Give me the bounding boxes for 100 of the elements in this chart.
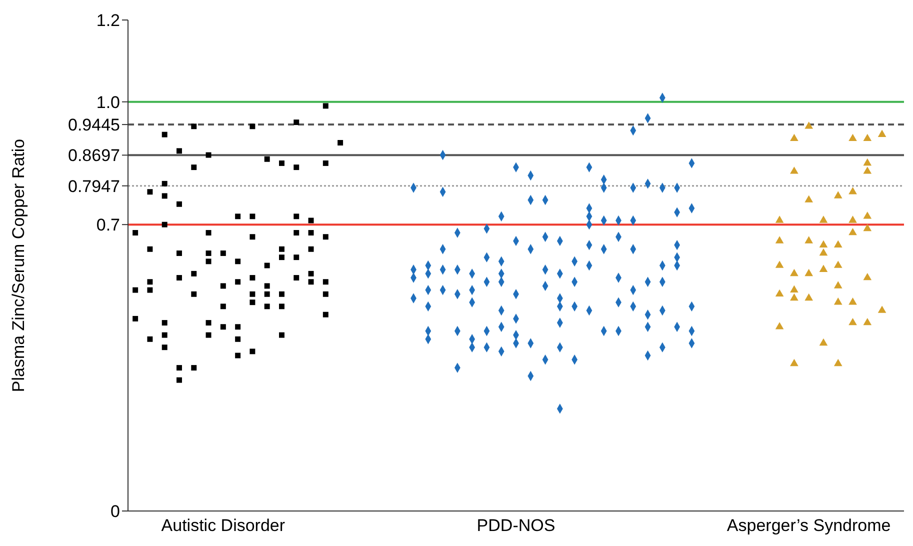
point bbox=[250, 348, 256, 354]
point bbox=[308, 230, 314, 236]
point bbox=[863, 158, 872, 166]
y-tick-label: 0.9445 bbox=[68, 116, 120, 135]
point bbox=[250, 234, 256, 240]
y-tick-label: 0.7947 bbox=[68, 176, 120, 196]
point bbox=[790, 166, 798, 174]
point bbox=[322, 103, 328, 109]
point bbox=[775, 216, 784, 223]
point bbox=[790, 268, 798, 276]
point bbox=[338, 140, 344, 146]
point bbox=[819, 338, 828, 346]
point bbox=[278, 332, 284, 338]
point bbox=[878, 130, 886, 137]
point bbox=[294, 230, 300, 236]
point bbox=[278, 291, 284, 297]
point bbox=[250, 124, 256, 130]
point bbox=[775, 236, 784, 244]
point bbox=[804, 195, 813, 202]
point bbox=[235, 214, 241, 220]
point bbox=[147, 189, 153, 195]
point bbox=[250, 300, 256, 306]
point bbox=[322, 160, 328, 166]
y-tick-label: 0 bbox=[110, 502, 120, 522]
point bbox=[278, 160, 284, 166]
point bbox=[308, 218, 314, 224]
point bbox=[162, 132, 168, 138]
point bbox=[819, 264, 828, 272]
point bbox=[162, 222, 168, 228]
point bbox=[264, 262, 270, 268]
point bbox=[264, 156, 270, 162]
point bbox=[278, 246, 284, 252]
point bbox=[176, 201, 182, 207]
y-tick-label: 1.2 bbox=[96, 11, 120, 30]
point bbox=[848, 318, 857, 326]
point bbox=[147, 246, 153, 252]
point bbox=[220, 304, 226, 310]
point bbox=[132, 287, 138, 293]
point bbox=[162, 193, 168, 199]
point bbox=[834, 281, 842, 288]
point bbox=[294, 275, 300, 281]
point bbox=[294, 254, 300, 260]
point bbox=[220, 283, 226, 289]
point bbox=[775, 260, 784, 268]
point bbox=[294, 120, 300, 126]
point bbox=[834, 240, 842, 248]
point bbox=[191, 291, 197, 297]
point bbox=[775, 322, 784, 330]
point bbox=[206, 152, 212, 158]
point bbox=[235, 258, 241, 264]
point bbox=[235, 352, 241, 358]
point bbox=[804, 268, 813, 276]
point bbox=[863, 224, 872, 232]
point bbox=[790, 134, 798, 142]
point bbox=[147, 336, 153, 342]
point bbox=[775, 289, 784, 297]
x-tick-label: Asperger’s Syndrome bbox=[726, 516, 891, 536]
point bbox=[132, 316, 138, 322]
point bbox=[834, 298, 842, 305]
point bbox=[834, 191, 842, 198]
point bbox=[250, 291, 256, 297]
point bbox=[162, 320, 168, 326]
point bbox=[176, 365, 182, 371]
point bbox=[220, 324, 226, 330]
point bbox=[863, 318, 872, 326]
point bbox=[191, 124, 197, 130]
y-tick-label: 0.8697 bbox=[68, 146, 120, 166]
point bbox=[162, 180, 168, 186]
point bbox=[819, 216, 828, 223]
point bbox=[848, 216, 857, 223]
point bbox=[848, 298, 857, 305]
point bbox=[804, 236, 813, 244]
point bbox=[322, 234, 328, 240]
point bbox=[804, 122, 813, 129]
point bbox=[308, 270, 314, 276]
point bbox=[863, 212, 872, 219]
point bbox=[834, 358, 842, 366]
point bbox=[848, 134, 857, 142]
point bbox=[220, 250, 226, 256]
point bbox=[848, 187, 857, 194]
point bbox=[264, 304, 270, 310]
point bbox=[147, 279, 153, 285]
point bbox=[878, 306, 886, 313]
point bbox=[863, 272, 872, 280]
point bbox=[176, 377, 182, 383]
point bbox=[834, 260, 842, 268]
point bbox=[804, 293, 813, 301]
point bbox=[206, 320, 212, 326]
point bbox=[235, 324, 241, 330]
point bbox=[278, 254, 284, 260]
point bbox=[206, 250, 212, 256]
point bbox=[191, 164, 197, 170]
x-tick-label: Autistic Disorder bbox=[161, 516, 286, 536]
point bbox=[132, 230, 138, 236]
point bbox=[863, 134, 872, 142]
point bbox=[790, 293, 798, 301]
y-axis-title: Plasma Zinc/Serum Copper Ratio bbox=[9, 138, 28, 392]
point bbox=[848, 228, 857, 236]
point bbox=[819, 240, 828, 248]
y-tick-label: 1.0 bbox=[96, 92, 120, 112]
